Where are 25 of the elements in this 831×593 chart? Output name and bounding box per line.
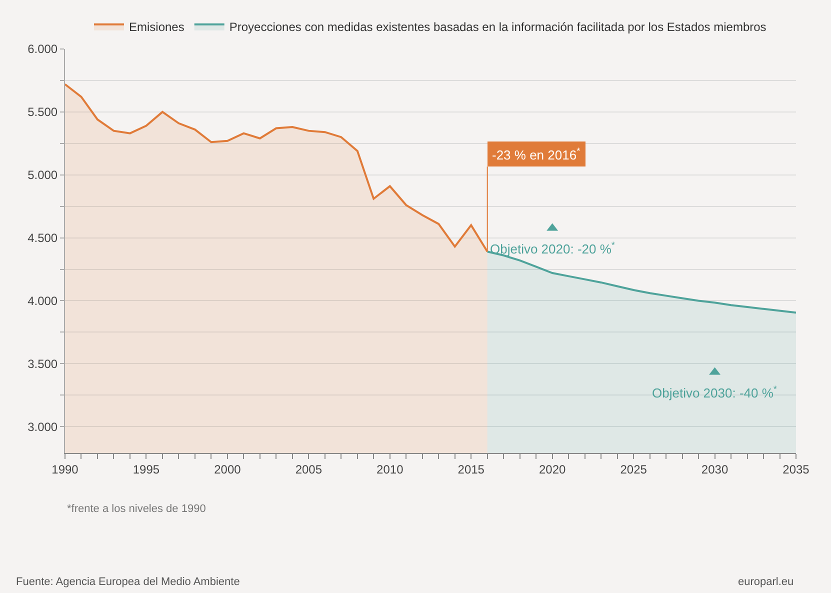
x-tick-label: 2035	[782, 462, 810, 476]
x-tick-label: 1990	[52, 462, 79, 476]
x-tick-label: 2025	[620, 462, 648, 476]
source-note: Fuente: Agencia Europea del Medio Ambiente	[16, 576, 240, 588]
x-tick-label: 2030	[701, 462, 728, 476]
legend-label: Emisiones	[129, 20, 184, 34]
x-tick-label: 2005	[295, 462, 322, 476]
text: *frente a los niveles de 1990	[67, 503, 206, 515]
x-tick-label: 1995	[132, 462, 160, 476]
y-tick-label: 5.000	[28, 168, 58, 182]
x-tick-label: 2000	[214, 462, 242, 476]
y-tick-label: 5.500	[28, 105, 58, 120]
annotation: Objetivo 2030: -40 %$^{*}$	[652, 384, 778, 400]
y-tick-label: 3.000	[28, 420, 58, 434]
annotation: -23 % en 2016$^{*}$	[492, 146, 581, 162]
y-tick-label: 6.000	[28, 42, 58, 56]
x-tick-label: 2010	[376, 462, 404, 476]
x-tick-label: 2015	[458, 462, 485, 476]
legend-label: Proyecciones con medidas existentes basadas en la información facilitada por los Estados miembros	[229, 20, 766, 34]
x-tick-label: 2020	[538, 462, 566, 476]
y-tick-label: 4.500	[28, 230, 58, 245]
text: europarl.eu	[738, 576, 794, 588]
annotation: Objetivo 2020: -20 %$^{*}$	[490, 240, 616, 256]
y-tick-label: 3.500	[28, 356, 58, 371]
y-tick-label: 4.000	[28, 294, 58, 308]
